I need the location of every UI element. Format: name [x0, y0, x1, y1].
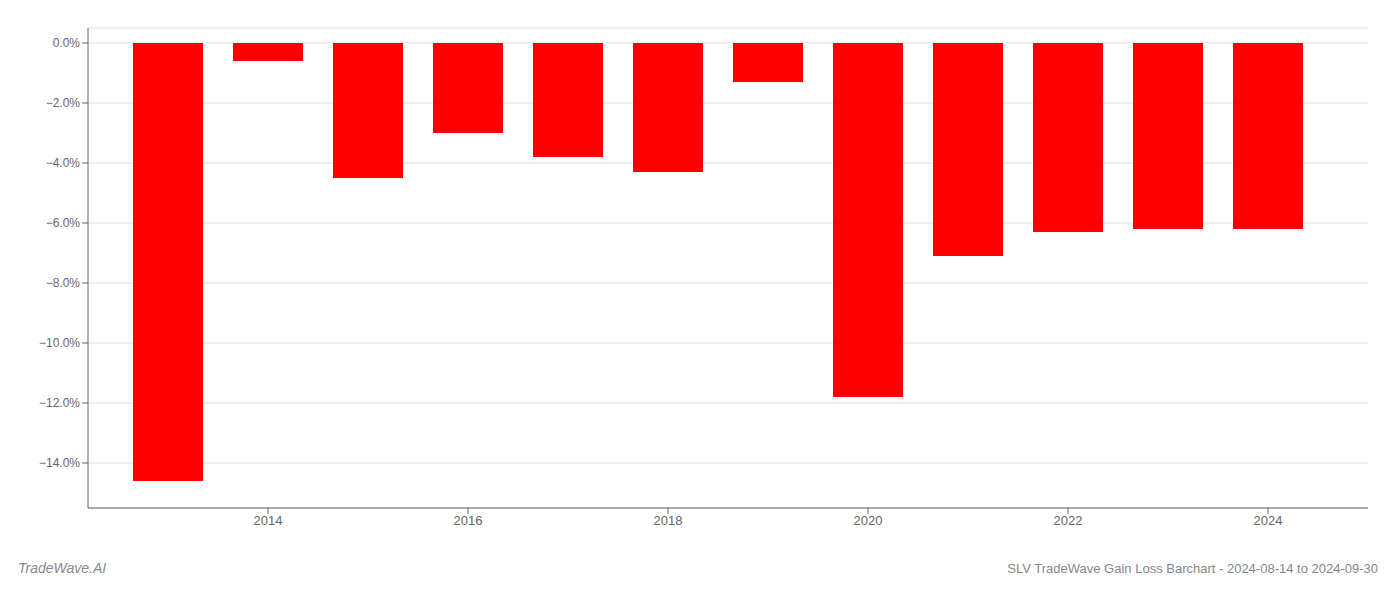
- svg-text:−12.0%: −12.0%: [39, 396, 80, 410]
- svg-text:−6.0%: −6.0%: [46, 216, 81, 230]
- svg-text:2022: 2022: [1054, 513, 1083, 528]
- svg-text:−10.0%: −10.0%: [39, 336, 80, 350]
- svg-text:0.0%: 0.0%: [53, 36, 81, 50]
- svg-text:2024: 2024: [1254, 513, 1283, 528]
- svg-text:−2.0%: −2.0%: [46, 96, 81, 110]
- svg-text:−4.0%: −4.0%: [46, 156, 81, 170]
- html-text:SLV TradeWave Gain Loss Barcha: SLV TradeWave Gain Loss Barchart - 2024-…: [1007, 561, 1378, 576]
- svg-text:2020: 2020: [854, 513, 883, 528]
- svg-text:2016: 2016: [454, 513, 483, 528]
- html-text:TradeWave.AI: TradeWave.AI: [18, 560, 107, 576]
- svg-text:2018: 2018: [654, 513, 683, 528]
- svg-text:−8.0%: −8.0%: [46, 276, 81, 290]
- svg-text:2014: 2014: [254, 513, 283, 528]
- svg-text:−14.0%: −14.0%: [39, 456, 80, 470]
